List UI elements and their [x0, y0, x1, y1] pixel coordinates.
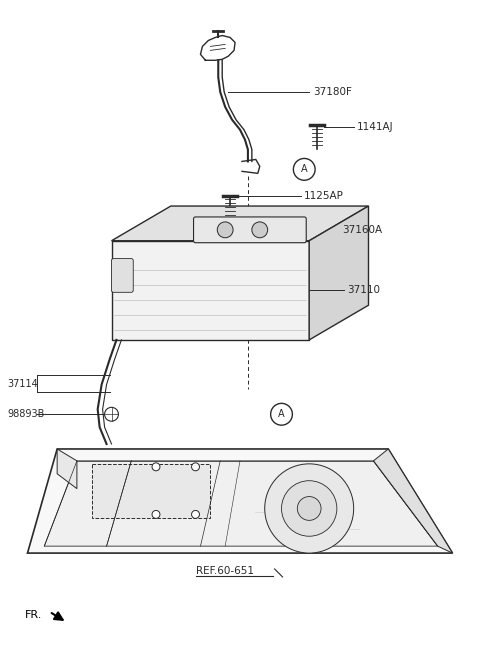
Circle shape	[217, 222, 233, 238]
Circle shape	[192, 510, 200, 518]
Circle shape	[252, 222, 268, 238]
Circle shape	[152, 510, 160, 518]
Circle shape	[192, 463, 200, 471]
Polygon shape	[27, 449, 453, 553]
Circle shape	[105, 407, 119, 421]
Text: A: A	[278, 409, 285, 419]
Text: FR.: FR.	[24, 610, 42, 620]
Text: 1125AP: 1125AP	[304, 191, 344, 201]
Text: 37180F: 37180F	[313, 87, 352, 97]
Text: 1141AJ: 1141AJ	[357, 122, 393, 131]
Text: 98893B: 98893B	[8, 409, 45, 419]
Text: 37114: 37114	[8, 378, 38, 388]
Polygon shape	[92, 464, 210, 518]
Circle shape	[264, 464, 354, 553]
Polygon shape	[111, 240, 309, 340]
Polygon shape	[309, 206, 369, 340]
Text: 37110: 37110	[347, 285, 380, 296]
Polygon shape	[373, 449, 453, 553]
Polygon shape	[57, 449, 77, 489]
Text: 37160A: 37160A	[342, 225, 382, 235]
Circle shape	[281, 481, 337, 536]
Circle shape	[297, 497, 321, 520]
Text: REF.60-651: REF.60-651	[195, 566, 253, 576]
FancyBboxPatch shape	[193, 217, 306, 242]
Text: A: A	[301, 164, 308, 174]
FancyBboxPatch shape	[111, 259, 133, 292]
Polygon shape	[111, 206, 369, 240]
Polygon shape	[44, 461, 438, 546]
Circle shape	[152, 463, 160, 471]
